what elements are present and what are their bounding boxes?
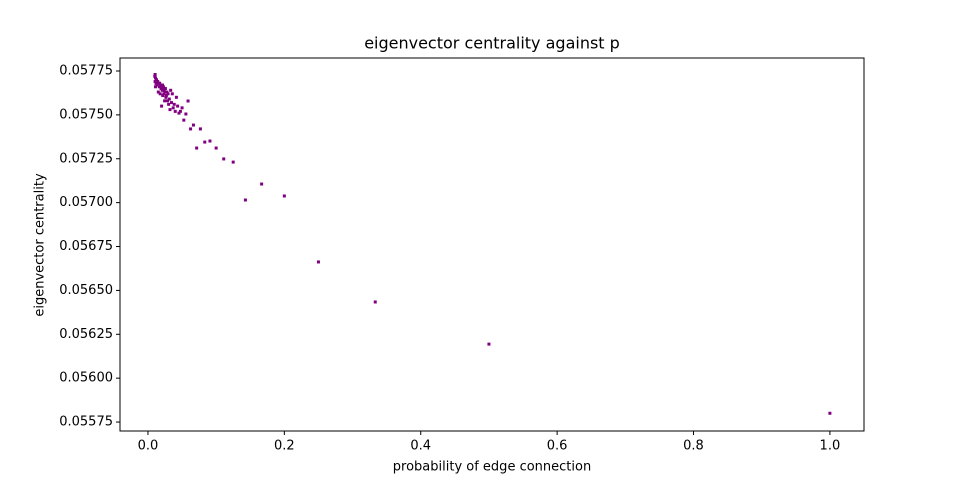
point [163, 99, 167, 103]
point [177, 111, 181, 115]
point [169, 101, 173, 105]
y-tick-label: 0.05575 [59, 415, 113, 430]
point [198, 127, 202, 131]
x-tick-label: 0.8 [683, 439, 704, 454]
point [161, 87, 165, 91]
x-tick-label: 0.4 [410, 439, 431, 454]
point [260, 182, 264, 186]
y-tick-label: 0.05675 [59, 239, 113, 254]
point [172, 102, 176, 106]
point [208, 139, 212, 143]
x-tick-label: 0.2 [274, 439, 295, 454]
y-tick-label: 0.05725 [59, 151, 113, 166]
plot-frame [119, 57, 865, 432]
point [162, 88, 166, 92]
point [158, 92, 162, 96]
y-tick-label: 0.05600 [59, 371, 113, 386]
point [161, 94, 165, 98]
point [155, 83, 159, 87]
point [164, 94, 168, 98]
point [154, 81, 158, 85]
point [316, 260, 320, 264]
point [157, 81, 161, 85]
y-tick-label: 0.05775 [59, 63, 113, 78]
y-tick-label: 0.05625 [59, 327, 113, 342]
point [153, 85, 157, 89]
point [191, 123, 195, 127]
point [186, 99, 190, 103]
point [487, 342, 491, 346]
chart-title: eigenvector centrality against p [364, 34, 620, 53]
point [159, 87, 163, 91]
point [161, 85, 165, 89]
y-tick-label: 0.05700 [59, 195, 113, 210]
point [282, 194, 286, 198]
point [160, 104, 164, 108]
y-tick-label: 0.05650 [59, 283, 113, 298]
x-tick-label: 0.0 [138, 439, 159, 454]
point [373, 300, 377, 304]
point [153, 74, 157, 78]
point [156, 90, 160, 94]
point [173, 109, 177, 113]
point [184, 112, 188, 116]
point [165, 90, 169, 94]
point [157, 85, 161, 89]
point [189, 127, 193, 131]
point [163, 90, 167, 94]
point [182, 118, 186, 122]
point [167, 102, 171, 106]
y-tick-label: 0.05750 [59, 107, 113, 122]
point [160, 83, 164, 87]
point [169, 88, 173, 92]
point [180, 106, 184, 110]
point [154, 76, 158, 80]
point [171, 106, 175, 110]
point [165, 99, 169, 103]
x-axis-label: probability of edge connection [393, 460, 591, 475]
point [164, 95, 168, 99]
point [163, 87, 167, 91]
point [166, 92, 170, 96]
x-tick-label: 0.6 [547, 439, 568, 454]
point [167, 97, 171, 101]
point [160, 85, 164, 89]
point [231, 160, 235, 164]
point [162, 92, 166, 96]
point [178, 109, 182, 113]
point [214, 146, 218, 150]
point [195, 146, 199, 150]
point [170, 92, 174, 96]
point [160, 88, 164, 92]
point [828, 411, 832, 415]
point [159, 83, 163, 87]
point [154, 78, 158, 82]
point [174, 95, 178, 99]
point [176, 104, 180, 108]
point [168, 108, 172, 112]
point [243, 198, 247, 202]
point [203, 140, 207, 144]
point [153, 72, 157, 76]
point [153, 80, 157, 84]
x-tick-label: 1.0 [820, 439, 841, 454]
point [222, 157, 226, 161]
y-axis-label: eigenvector centrality [33, 173, 48, 317]
point [156, 80, 160, 84]
